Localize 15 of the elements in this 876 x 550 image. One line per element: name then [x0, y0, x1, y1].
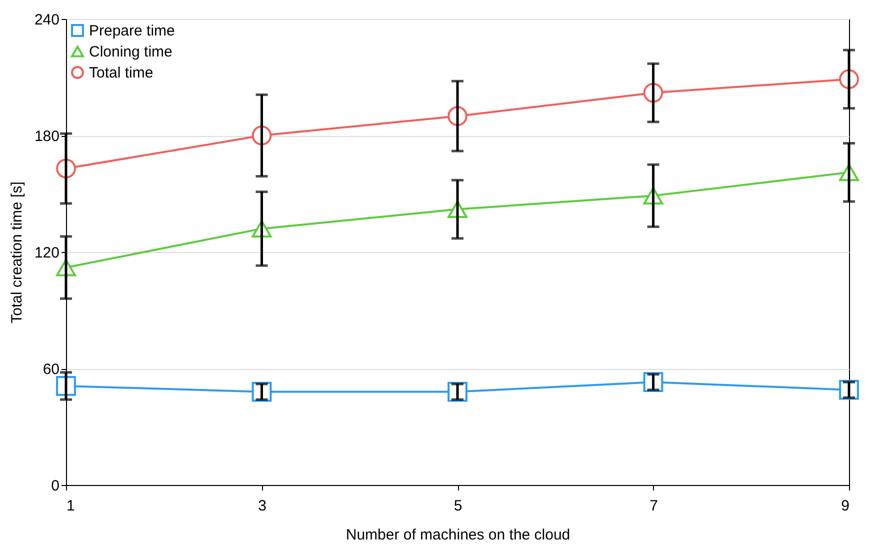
y-tick-label: 120: [34, 244, 60, 262]
x-tick-label: 5: [454, 498, 462, 514]
legend-label: Total time: [89, 64, 154, 82]
y-tick-label: 240: [34, 12, 60, 28]
y-tick-label: 60: [42, 361, 60, 378]
x-tick-label: 3: [258, 498, 266, 514]
legend-label: Prepare time: [89, 22, 175, 40]
x-tick-label: 7: [650, 498, 658, 514]
y-tick-label: 0: [51, 478, 60, 494]
y-tick-label: 180: [34, 128, 60, 145]
x-tick-label: 9: [841, 498, 850, 514]
x-tick-label: 1: [66, 498, 75, 514]
legend-label: Cloning time: [89, 44, 172, 60]
x-axis-title: Number of machines on the cloud: [346, 526, 570, 544]
y-axis-title: Total creation time [s]: [8, 182, 26, 324]
